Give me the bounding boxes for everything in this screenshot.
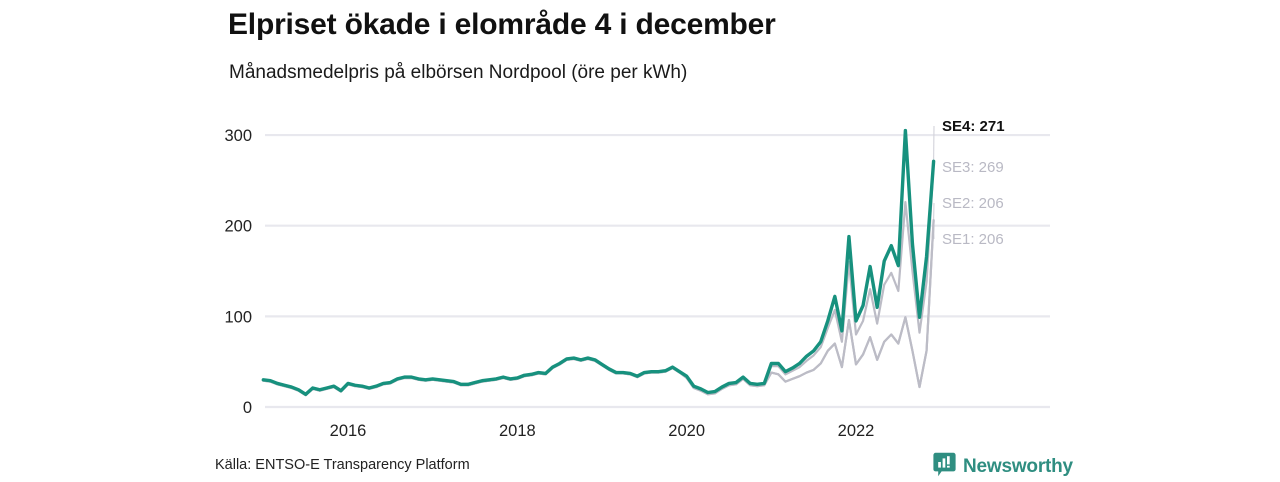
y-tick-label: 300 bbox=[224, 127, 252, 145]
x-tick-label: 2016 bbox=[330, 422, 367, 440]
annotation-se2: SE2: 206 bbox=[942, 195, 1004, 212]
annotation-se1: SE1: 206 bbox=[942, 231, 1004, 248]
newsworthy-logo[interactable]: Newsworthy bbox=[933, 452, 1073, 482]
series-annotations: SE4: 271 SE3: 269 SE2: 206 SE1: 206 bbox=[942, 118, 1005, 248]
y-tick-label: 200 bbox=[224, 218, 252, 236]
x-tick-label: 2022 bbox=[838, 422, 875, 440]
data-series-lines bbox=[263, 131, 933, 396]
series-line-se4 bbox=[263, 131, 933, 395]
annotation-se3: SE3: 269 bbox=[942, 159, 1004, 176]
y-axis-labels: 0 100 200 300 bbox=[224, 127, 252, 417]
x-tick-label: 2018 bbox=[499, 422, 536, 440]
annotation-se4: SE4: 271 bbox=[942, 118, 1005, 135]
bar-chart-bubble-icon bbox=[933, 452, 956, 482]
x-axis-labels: 2016 2018 2020 2022 bbox=[330, 422, 875, 440]
y-tick-label: 0 bbox=[243, 399, 252, 417]
x-tick-label: 2020 bbox=[668, 422, 705, 440]
logo-wordmark: Newsworthy bbox=[963, 456, 1073, 478]
y-tick-label: 100 bbox=[224, 308, 252, 326]
source-note: Källa: ENTSO-E Transparency Platform bbox=[215, 457, 470, 473]
